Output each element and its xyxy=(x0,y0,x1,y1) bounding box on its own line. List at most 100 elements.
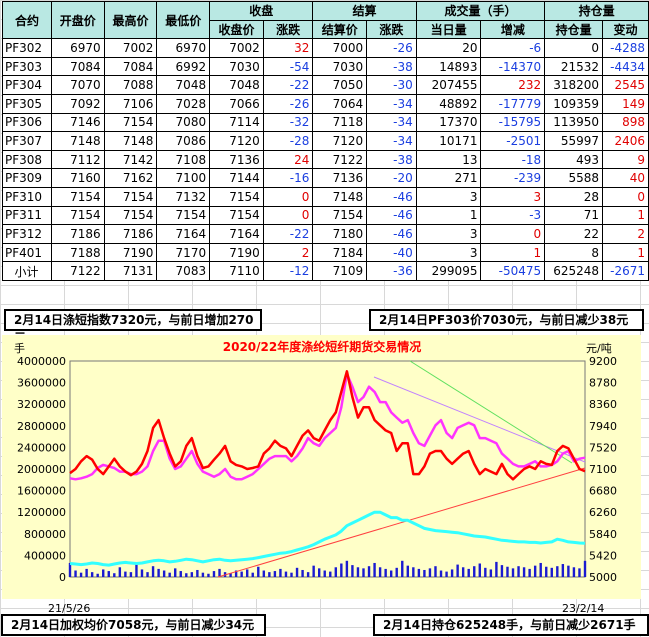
y-right-tick-label: 9200 xyxy=(589,355,617,368)
y-left-tick-label: 3600000 xyxy=(17,377,66,390)
table-total-row: 小计 7122 7131 7083 7110 -12 7109 -36 299095 -50475… xyxy=(2,261,649,281)
cell-close-price: 7144 xyxy=(209,168,264,188)
cell-contract: PF302 xyxy=(2,38,52,58)
table-row: PF302 6970 7002 6970 7002 32 7000 -26 20 -6 0 -4288 xyxy=(2,38,649,58)
volume-bar xyxy=(445,571,448,577)
cell-settle-price: 7118 xyxy=(312,112,368,133)
cell-open: 7146 xyxy=(50,112,105,133)
cell-open: 7154 xyxy=(50,205,105,226)
cell-close-change: 32 xyxy=(262,38,314,58)
cell-vol-change: -18 xyxy=(480,149,546,170)
volume-bar xyxy=(329,571,332,577)
volume-bar xyxy=(511,568,515,577)
cell-contract: PF303 xyxy=(2,56,52,77)
cell-oi-change: 2 xyxy=(602,224,649,244)
cell-oi-change: 149 xyxy=(602,93,649,114)
cell-vol-change: -2501 xyxy=(480,131,546,151)
cell-oi-qty: 21532 xyxy=(544,56,604,77)
volume-bar xyxy=(428,568,432,577)
cell-vol-today: 14893 xyxy=(415,56,482,77)
volume-bar xyxy=(461,567,465,577)
header-vol-today: 当日量 xyxy=(415,19,482,40)
header-contract: 合约 xyxy=(2,0,52,40)
y-left-tick-label: 2400000 xyxy=(17,441,66,454)
cell-settle-change: -36 xyxy=(366,261,417,281)
y-left-tick-label: 1600000 xyxy=(17,485,66,498)
cell-open: 7070 xyxy=(50,75,105,95)
volume-bar xyxy=(323,570,326,577)
volume-bar xyxy=(506,566,509,577)
cell-oi-change: 898 xyxy=(602,112,649,133)
cell-low: 7100 xyxy=(156,168,211,188)
cell-settle-price: 7122 xyxy=(312,149,368,170)
header-vol-change: 增减 xyxy=(480,19,546,40)
volume-bar xyxy=(185,573,188,577)
volume-bar xyxy=(201,572,205,577)
cell-vol-change: -17779 xyxy=(480,93,546,114)
cell-high: 7142 xyxy=(103,149,158,170)
cell-settle-change: -40 xyxy=(366,242,417,263)
volume-bar xyxy=(262,570,266,577)
volume-bar xyxy=(79,572,83,577)
cell-oi-qty: 493 xyxy=(544,149,604,170)
cell-contract: PF310 xyxy=(2,186,52,207)
volume-bar xyxy=(85,568,88,577)
header-high: 最高价 xyxy=(103,0,158,40)
volume-bar xyxy=(129,572,133,577)
volume-bar xyxy=(550,567,553,577)
volume-bar xyxy=(168,572,171,577)
cell-open: 7186 xyxy=(50,224,105,244)
header-oi: 持仓量 xyxy=(544,1,649,21)
cell-open: 7160 xyxy=(50,168,105,188)
table-header-row: 合约 开盘价 最高价 最低价 收盘 结算 成交量（手） 持仓量 xyxy=(2,0,649,40)
cell-vol-today: 13 xyxy=(415,149,482,170)
y-left-tick-label: 400000 xyxy=(24,549,66,562)
series-short-index-line xyxy=(69,372,586,481)
volume-bar xyxy=(528,568,531,577)
cell-close-change: -26 xyxy=(262,93,314,114)
volume-bar xyxy=(279,568,282,577)
cell-high: 7106 xyxy=(103,93,158,114)
cell-high: 7088 xyxy=(103,75,158,95)
cell-contract: PF309 xyxy=(2,168,52,188)
series-weighted-price-line xyxy=(69,370,586,481)
volume-bar xyxy=(395,567,398,577)
volume-bar xyxy=(478,563,481,577)
volume-bar xyxy=(439,570,443,577)
x-start-label: 21/5/26 xyxy=(48,602,91,615)
cell-close-change: 0 xyxy=(262,205,314,226)
cell-settle-price: 7136 xyxy=(312,168,368,188)
cell-settle-price: 7064 xyxy=(312,93,368,114)
series-open-interest-line xyxy=(69,510,586,567)
cell-close-price: 7164 xyxy=(209,224,264,244)
volume-bar xyxy=(118,567,122,577)
volume-bar xyxy=(489,569,493,577)
cell-contract: PF305 xyxy=(2,93,52,114)
table-body: PF302 6970 7002 6970 7002 32 7000 -26 20 -6 0 -4288… xyxy=(2,38,649,281)
cell-oi-qty: 113950 xyxy=(544,112,604,133)
cell-low: 6992 xyxy=(156,56,211,77)
header-settle-change: 涨跌 xyxy=(366,19,417,40)
volume-bar xyxy=(450,569,454,577)
cell-settle-change: -34 xyxy=(366,93,417,114)
volume-bar xyxy=(317,568,321,577)
volume-bar xyxy=(246,569,249,577)
chart-title: 2020/22年度涤纶短纤期货交易情况 xyxy=(223,339,421,354)
summary-weighted-price: 2月14日加权均价7058元，与前日减少34元 xyxy=(1,614,266,636)
volume-bar xyxy=(273,571,277,577)
right-unit-label: 元/吨 xyxy=(586,342,612,355)
y-right-tick-label: 8780 xyxy=(589,377,617,390)
cell-settle-price: 7000 xyxy=(312,38,368,58)
header-close-change: 涨跌 xyxy=(262,19,314,40)
cell-high: 7002 xyxy=(103,38,158,58)
header-oi-change: 变动 xyxy=(602,19,649,40)
volume-bar xyxy=(151,566,155,577)
cell-oi-change: 0 xyxy=(602,186,649,207)
table-row: PF304 7070 7088 7048 7048 -22 7050 -30 207455 232… xyxy=(2,75,649,95)
cell-oi-qty: 55997 xyxy=(544,131,604,151)
table-row: PF401 7188 7190 7170 7190 2 7184 -40 3 1 8 1 xyxy=(2,242,649,263)
cell-oi-change: -4434 xyxy=(602,56,649,77)
cell-settle-change: -38 xyxy=(366,149,417,170)
cell-low: 7132 xyxy=(156,186,211,207)
cell-vol-change: -6 xyxy=(480,38,546,58)
